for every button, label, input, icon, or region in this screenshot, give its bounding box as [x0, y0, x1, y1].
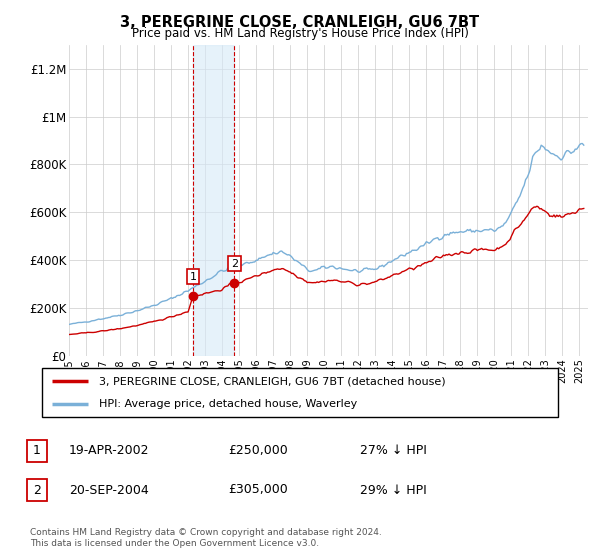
Text: 1: 1 — [190, 272, 197, 282]
Text: 27% ↓ HPI: 27% ↓ HPI — [360, 444, 427, 458]
Text: 20-SEP-2004: 20-SEP-2004 — [69, 483, 149, 497]
Text: Price paid vs. HM Land Registry's House Price Index (HPI): Price paid vs. HM Land Registry's House … — [131, 27, 469, 40]
FancyBboxPatch shape — [42, 368, 558, 417]
Text: £250,000: £250,000 — [228, 444, 288, 458]
Text: HPI: Average price, detached house, Waverley: HPI: Average price, detached house, Wave… — [99, 399, 357, 409]
Text: 29% ↓ HPI: 29% ↓ HPI — [360, 483, 427, 497]
Text: 3, PEREGRINE CLOSE, CRANLEIGH, GU6 7BT: 3, PEREGRINE CLOSE, CRANLEIGH, GU6 7BT — [121, 15, 479, 30]
Text: 2: 2 — [33, 483, 41, 497]
Text: 2: 2 — [231, 259, 238, 269]
Text: Contains HM Land Registry data © Crown copyright and database right 2024.
This d: Contains HM Land Registry data © Crown c… — [30, 528, 382, 548]
Text: 3, PEREGRINE CLOSE, CRANLEIGH, GU6 7BT (detached house): 3, PEREGRINE CLOSE, CRANLEIGH, GU6 7BT (… — [99, 376, 445, 386]
Text: 19-APR-2002: 19-APR-2002 — [69, 444, 149, 458]
Text: 1: 1 — [33, 444, 41, 458]
Bar — [193, 45, 235, 356]
Text: £305,000: £305,000 — [228, 483, 288, 497]
